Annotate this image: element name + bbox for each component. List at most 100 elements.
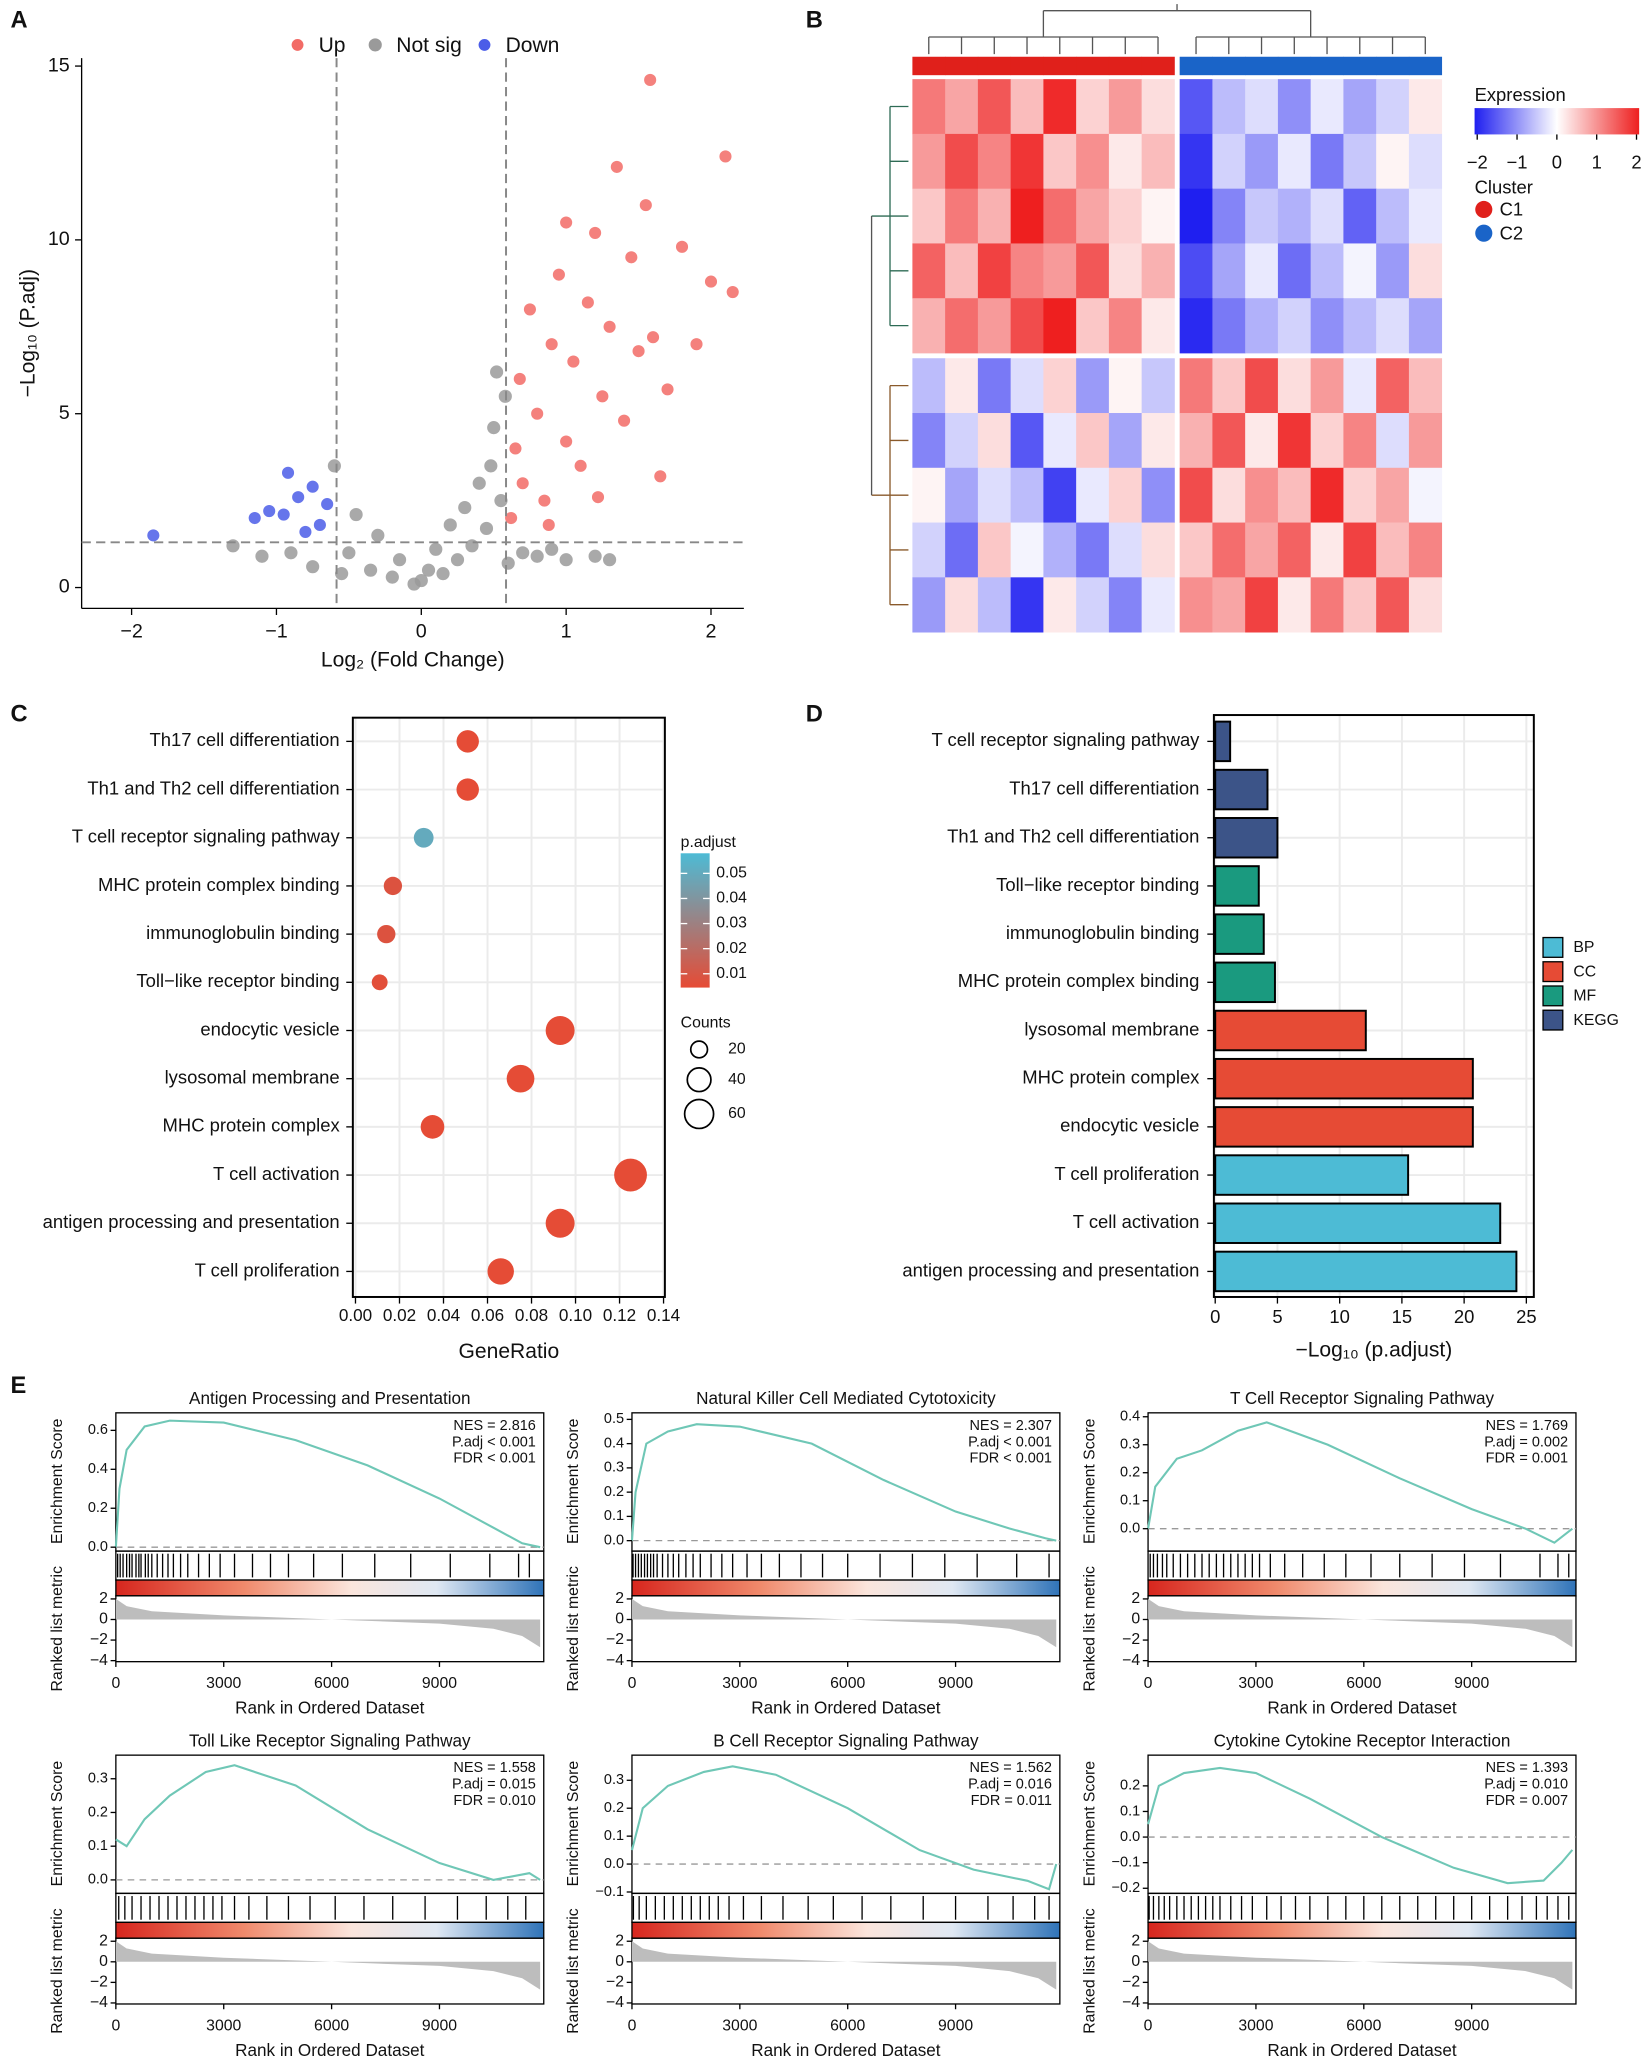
stat-annotation: NES = 2.307 (969, 1418, 1051, 1434)
point (342, 546, 356, 560)
point (392, 553, 407, 567)
heat-cell (1141, 243, 1175, 299)
y-tick-label: lysosomal membrane (165, 1067, 340, 1088)
heat-cell (1245, 522, 1279, 578)
bar (1214, 1009, 1367, 1052)
point (595, 389, 610, 404)
y-tick-label: 10 (48, 228, 70, 250)
bar (1214, 961, 1276, 1004)
colorbar-tick-label: −1 (1507, 151, 1528, 172)
bar (1214, 720, 1232, 763)
plot-border (1147, 1937, 1577, 2005)
point (653, 469, 668, 484)
rank-strip (115, 1921, 545, 1939)
x-tick-label: 6000 (1346, 2018, 1381, 2035)
legend-marker (1475, 224, 1493, 242)
plot-border (351, 716, 666, 1298)
x-tick-label: 0 (1144, 1675, 1153, 1692)
y-tick-label: T cell activation (213, 1163, 340, 1184)
y-tick-label: 5 (59, 402, 70, 424)
x-axis-label: Rank in Ordered Dataset (1267, 1699, 1456, 1718)
heat-cell (1277, 243, 1312, 299)
point (609, 159, 624, 174)
heat-cell (912, 413, 946, 469)
heat-cell (1376, 577, 1410, 633)
heat-cell (1343, 467, 1377, 523)
y-tick-label: −2 (1122, 1974, 1140, 1991)
heat-cell (1310, 133, 1344, 190)
heat-cell (1277, 577, 1312, 633)
point (516, 546, 530, 560)
y-axis-label: Ranked list metric (565, 1908, 582, 2034)
y-tick-label: 0.2 (604, 1800, 624, 1816)
x-tick-label: 9000 (422, 2018, 457, 2035)
heat-cell (1310, 243, 1344, 299)
plot-border (631, 1937, 1061, 2005)
colorbar-tick-label: 0.03 (716, 915, 747, 932)
dot (377, 924, 396, 944)
x-tick-label: 0 (111, 2018, 120, 2035)
y-tick-label: 0.1 (604, 1508, 624, 1524)
panel-label: D (806, 701, 823, 727)
heat-cell (1108, 467, 1143, 523)
y-tick-label: −0.2 (1112, 1880, 1141, 1896)
y-axis-label: Ranked list metric (49, 1566, 66, 1692)
colorbar-tick-label: 0.05 (716, 865, 747, 882)
heat-cell (1010, 188, 1044, 244)
point (508, 441, 523, 456)
dot (614, 1158, 647, 1192)
heat-cell (1043, 413, 1077, 469)
heat-cell (1310, 467, 1344, 523)
point (349, 507, 363, 522)
heat-cell (1108, 188, 1143, 244)
heat-cell (945, 413, 979, 469)
y-tick-label: −2 (606, 1974, 624, 1991)
heat-cell (1141, 79, 1175, 135)
dot (413, 827, 434, 848)
point (522, 302, 538, 317)
point (450, 553, 465, 567)
x-axis-label: Rank in Ordered Dataset (1267, 2041, 1456, 2060)
point (588, 225, 603, 241)
x-axis-label: Rank in Ordered Dataset (235, 2041, 424, 2060)
point (559, 553, 573, 567)
cluster-bar (1343, 56, 1377, 76)
point (674, 239, 690, 254)
dot (487, 1258, 514, 1285)
metric-area (115, 1941, 541, 1990)
x-tick-label: −1 (265, 620, 288, 642)
heat-cell (1141, 413, 1175, 469)
point (603, 553, 617, 567)
y-tick-label: 2 (615, 1932, 624, 1949)
y-tick-label: Th1 and Th2 cell differentiation (87, 777, 339, 798)
heat-cell (945, 243, 979, 299)
heat-cell (1076, 243, 1110, 299)
y-axis-label: Enrichment Score (49, 1761, 66, 1887)
heat-cell (1376, 188, 1410, 244)
colorbar-tick-label: −2 (1467, 151, 1488, 172)
point (247, 510, 262, 526)
x-tick-label: −2 (120, 620, 142, 642)
heat-cell (1408, 188, 1443, 244)
x-tick-label: 0 (111, 1675, 120, 1692)
y-tick-label: 0.0 (604, 1856, 624, 1872)
heat-cell (1043, 188, 1077, 244)
heat-cell (1108, 79, 1143, 135)
cluster-bar (945, 56, 979, 76)
stat-annotation: FDR = 0.010 (453, 1793, 535, 1809)
y-tick-label: −4 (606, 1652, 624, 1669)
point (335, 567, 349, 581)
point (312, 517, 328, 533)
stat-annotation: FDR < 0.001 (453, 1451, 535, 1467)
point (146, 528, 161, 543)
legend-label: 60 (728, 1105, 746, 1122)
point (544, 337, 559, 352)
plot-border (115, 1937, 545, 2005)
hits-border (631, 1550, 1061, 1581)
point (545, 542, 559, 556)
point (276, 507, 291, 522)
y-tick-label: antigen processing and presentation (43, 1211, 340, 1232)
heat-cell (912, 133, 946, 190)
y-tick-label: T cell receptor signaling pathway (931, 729, 1200, 750)
